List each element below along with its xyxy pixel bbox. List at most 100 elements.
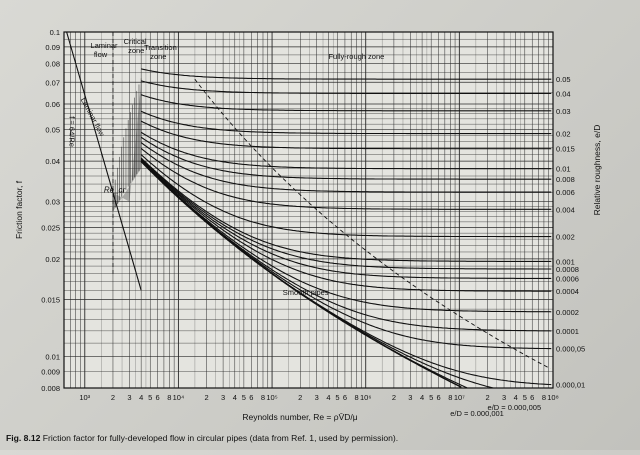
x-tick-label: 5 xyxy=(148,393,152,402)
annotation-transition: Transition xyxy=(144,43,177,52)
x-tick-label: 3 xyxy=(221,393,225,402)
roughness-curve xyxy=(140,142,552,193)
annotation-critical-zone: zone xyxy=(128,46,144,55)
y-axis-title: Friction factor, f xyxy=(14,180,24,239)
roughness-label: 0.002 xyxy=(556,233,575,242)
roughness-label: 0.04 xyxy=(556,89,571,98)
y-tick-label: 0.09 xyxy=(45,43,60,52)
roughness-label: 0.0008 xyxy=(556,265,579,274)
x-tick-label: 4 xyxy=(420,393,424,402)
caption-text: Friction factor for fully-developed flow… xyxy=(42,433,399,443)
y-tick-label: 0.05 xyxy=(45,126,60,135)
x-tick-label: 4 xyxy=(326,393,330,402)
y-tick-label: 0.1 xyxy=(50,28,60,37)
x-tick-label: 3 xyxy=(408,393,412,402)
roughness-label-bottom: e/D = 0.000,001 xyxy=(450,409,504,418)
annotation-fully-rough-zone: Fully-rough zone xyxy=(328,52,384,61)
plot-frame xyxy=(63,31,554,389)
x-tick-label: 5 xyxy=(242,393,246,402)
x-axis-title: Reynolds number, Re = ρV̄D/μ xyxy=(242,412,357,422)
roughness-label: 0.02 xyxy=(556,130,571,139)
x-tick-label: 6 xyxy=(436,393,440,402)
roughness-label: 0.0004 xyxy=(556,287,579,296)
y-tick-label: 0.03 xyxy=(45,198,60,207)
roughness-curve xyxy=(140,147,552,210)
right-axis-title: Relative roughness, e/D xyxy=(592,125,602,216)
plot-background xyxy=(64,32,553,388)
figure-caption: Fig. 8.12 Friction factor for fully-deve… xyxy=(6,433,398,443)
x-tick-label: 5 xyxy=(429,393,433,402)
x-tick-label: 10⁶ xyxy=(360,393,371,402)
x-tick-label: 10⁴ xyxy=(173,393,185,402)
annotation-laminar: Laminar xyxy=(90,41,118,50)
x-tick-label: 10³ xyxy=(79,393,90,402)
annotation-laminar-flow: flow xyxy=(94,50,108,59)
x-tick-label: 6 xyxy=(530,393,534,402)
x-tick-label: 10⁸ xyxy=(547,393,559,402)
x-tick-label: 4 xyxy=(233,393,237,402)
x-tick-label: 4 xyxy=(514,393,518,402)
roughness-label: 0.0001 xyxy=(556,327,579,336)
y-tick-label: 0.008 xyxy=(41,384,60,393)
roughness-label: 0.01 xyxy=(556,165,571,174)
x-tick-label: 6 xyxy=(343,393,347,402)
y-tick-label: 0.06 xyxy=(45,100,60,109)
x-tick-label: 10⁷ xyxy=(454,393,465,402)
roughness-label: 0.05 xyxy=(556,75,571,84)
x-tick-label: 8 xyxy=(448,393,452,402)
roughness-label: 0.006 xyxy=(556,188,575,197)
x-tick-label: 8 xyxy=(167,393,171,402)
annotation-smooth-pipes: Smooth pipes xyxy=(283,288,329,297)
y-tick-label: 0.08 xyxy=(45,59,60,68)
x-tick-label: 6 xyxy=(156,393,160,402)
x-tick-label: 2 xyxy=(392,393,396,402)
roughness-curve xyxy=(141,68,552,80)
y-tick-label: 0.02 xyxy=(45,255,60,264)
x-tick-label: 5 xyxy=(523,393,527,402)
roughness-curve xyxy=(140,159,552,279)
roughness-curve xyxy=(140,136,552,180)
x-tick-label: 8 xyxy=(355,393,359,402)
roughness-curve xyxy=(140,110,552,135)
roughness-curve xyxy=(141,80,552,94)
x-tick-label: 3 xyxy=(502,393,506,402)
roughness-label-bottom: e/D = 0.000,005 xyxy=(488,403,542,412)
y-tick-label: 0.015 xyxy=(41,295,60,304)
y-tick-label: 0.07 xyxy=(45,78,60,87)
laminar-flow-line xyxy=(66,31,142,291)
roughness-label: 0.015 xyxy=(556,145,575,154)
x-tick-label: 10⁵ xyxy=(266,393,277,402)
critical-zone-shading xyxy=(112,82,142,212)
x-tick-label: 2 xyxy=(298,393,302,402)
roughness-curve xyxy=(140,157,552,262)
roughness-curve xyxy=(141,94,552,112)
caption-label: Fig. 8.12 xyxy=(6,433,41,443)
x-tick-label: 8 xyxy=(542,393,546,402)
y-tick-label: 0.025 xyxy=(41,223,60,232)
x-tick-label: 4 xyxy=(139,393,143,402)
roughness-label: 0.000,01 xyxy=(556,381,585,390)
x-tick-label: 3 xyxy=(315,393,319,402)
annotation-transition-zone: zone xyxy=(150,52,166,61)
roughness-label: 0.0006 xyxy=(556,274,579,283)
roughness-label: 0.03 xyxy=(556,107,571,116)
x-tick-label: 5 xyxy=(335,393,339,402)
x-tick-label: 3 xyxy=(127,393,131,402)
roughness-label: 0.008 xyxy=(556,175,575,184)
x-tick-label: 2 xyxy=(111,393,115,402)
annotation-laminar-equation: f = 64/Re xyxy=(68,116,77,147)
y-tick-label: 0.01 xyxy=(45,353,60,362)
x-tick-label: 2 xyxy=(485,393,489,402)
roughness-label: 0.000,05 xyxy=(556,345,585,354)
roughness-label: 0.001 xyxy=(556,257,575,266)
roughness-label: 0.004 xyxy=(556,205,575,214)
y-tick-label: 0.04 xyxy=(45,157,60,166)
roughness-curve xyxy=(140,159,552,292)
x-tick-label: 6 xyxy=(249,393,253,402)
roughness-label: 0.0002 xyxy=(556,308,579,317)
roughness-curve xyxy=(140,120,552,150)
annotation-re-critical: Re_cr xyxy=(104,186,126,195)
x-tick-label: 2 xyxy=(205,393,209,402)
roughness-curve xyxy=(140,131,552,170)
